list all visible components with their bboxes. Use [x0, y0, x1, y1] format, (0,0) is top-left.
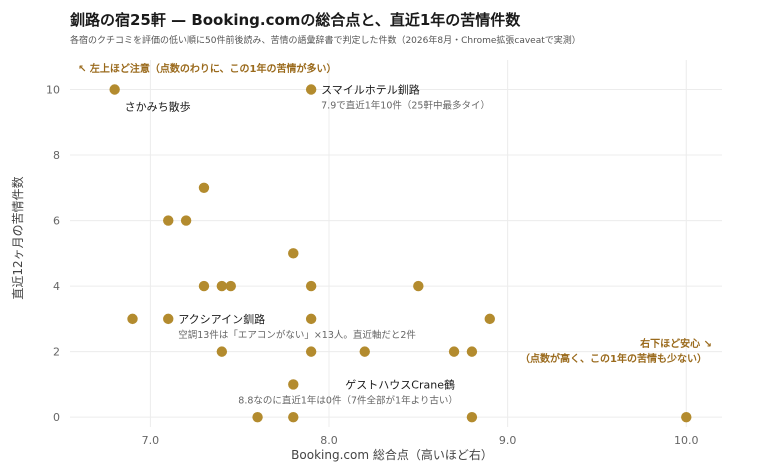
data-point [448, 346, 460, 357]
annotation-label: スマイルホテル釧路 [321, 82, 420, 96]
data-point [359, 346, 370, 357]
data-point [252, 411, 263, 423]
annotation-label: ゲストハウスCrane鶴 [345, 377, 455, 391]
y-tick-label: 4 [53, 280, 60, 293]
data-point [305, 84, 317, 95]
data-point [216, 280, 228, 292]
annotation-note: 8.8なのに直近1年は0件（7件全部が1年より古い） [238, 394, 458, 406]
corner-note-bottom-right-detail: （点数が高く、この1年の苦情も少ない） [520, 352, 707, 365]
data-point [413, 280, 424, 292]
annotation-label: さかみち散歩 [125, 99, 191, 113]
data-point [466, 346, 478, 357]
annotation-note: 7.9で直近1年10件（25軒中最多タイ） [321, 99, 490, 111]
data-point [163, 313, 174, 325]
annotation-note: 空調13件は「エアコンがない」×13人。直近軸だと2件 [178, 329, 416, 341]
x-tick-label: 8.0 [320, 434, 338, 447]
data-point [198, 182, 210, 193]
y-tick-label: 0 [53, 411, 60, 424]
y-tick-label: 2 [53, 346, 60, 359]
x-tick-label: 9.0 [499, 434, 517, 447]
chart-title: 釧路の宿25軒 — Booking.comの総合点と、直近1年の苦情件数 [70, 11, 521, 29]
annotation-label: アクシアイン釧路 [178, 312, 265, 326]
corner-note-bottom-right-title: 右下ほど安心 ↘ [639, 337, 712, 350]
data-point [466, 411, 478, 423]
data-point [216, 346, 228, 357]
data-point [127, 313, 138, 325]
data-points [109, 84, 692, 423]
y-tick-label: 8 [53, 149, 60, 162]
data-point [288, 248, 299, 259]
data-point [180, 215, 192, 226]
data-point [305, 346, 317, 357]
data-point [305, 313, 317, 325]
y-axis-label: 直近12ヶ月の苦情件数 [10, 176, 25, 299]
data-point [225, 280, 236, 292]
data-point [681, 411, 692, 423]
data-point [163, 215, 174, 226]
data-point [484, 313, 495, 325]
x-tick-label: 10.0 [674, 434, 699, 447]
y-tick-label: 10 [46, 83, 60, 96]
data-point [305, 280, 317, 292]
corner-note-top-left: ↖ 左上ほど注意（点数のわりに、この1年の苦情が多い） [78, 62, 337, 75]
y-tick-label: 6 [53, 215, 60, 228]
chart-subtitle: 各宿のクチコミを評価の低い順に50件前後読み、苦情の語彙辞書で判定した件数（20… [70, 34, 581, 46]
data-point [109, 84, 120, 95]
point-annotations: さかみち散歩 スマイルホテル釧路 7.9で直近1年10件（25軒中最多タイ） アクシア… [125, 82, 490, 406]
data-point [288, 379, 299, 390]
axis-ticks: 7.0 8.0 9.0 10.0 0 2 4 6 8 10 [46, 83, 699, 447]
data-point [288, 411, 299, 423]
data-point [198, 280, 210, 292]
x-axis-label: Booking.com 総合点（高いほど右） [291, 447, 493, 462]
grid-lines [70, 60, 722, 427]
x-tick-label: 7.0 [142, 434, 160, 447]
